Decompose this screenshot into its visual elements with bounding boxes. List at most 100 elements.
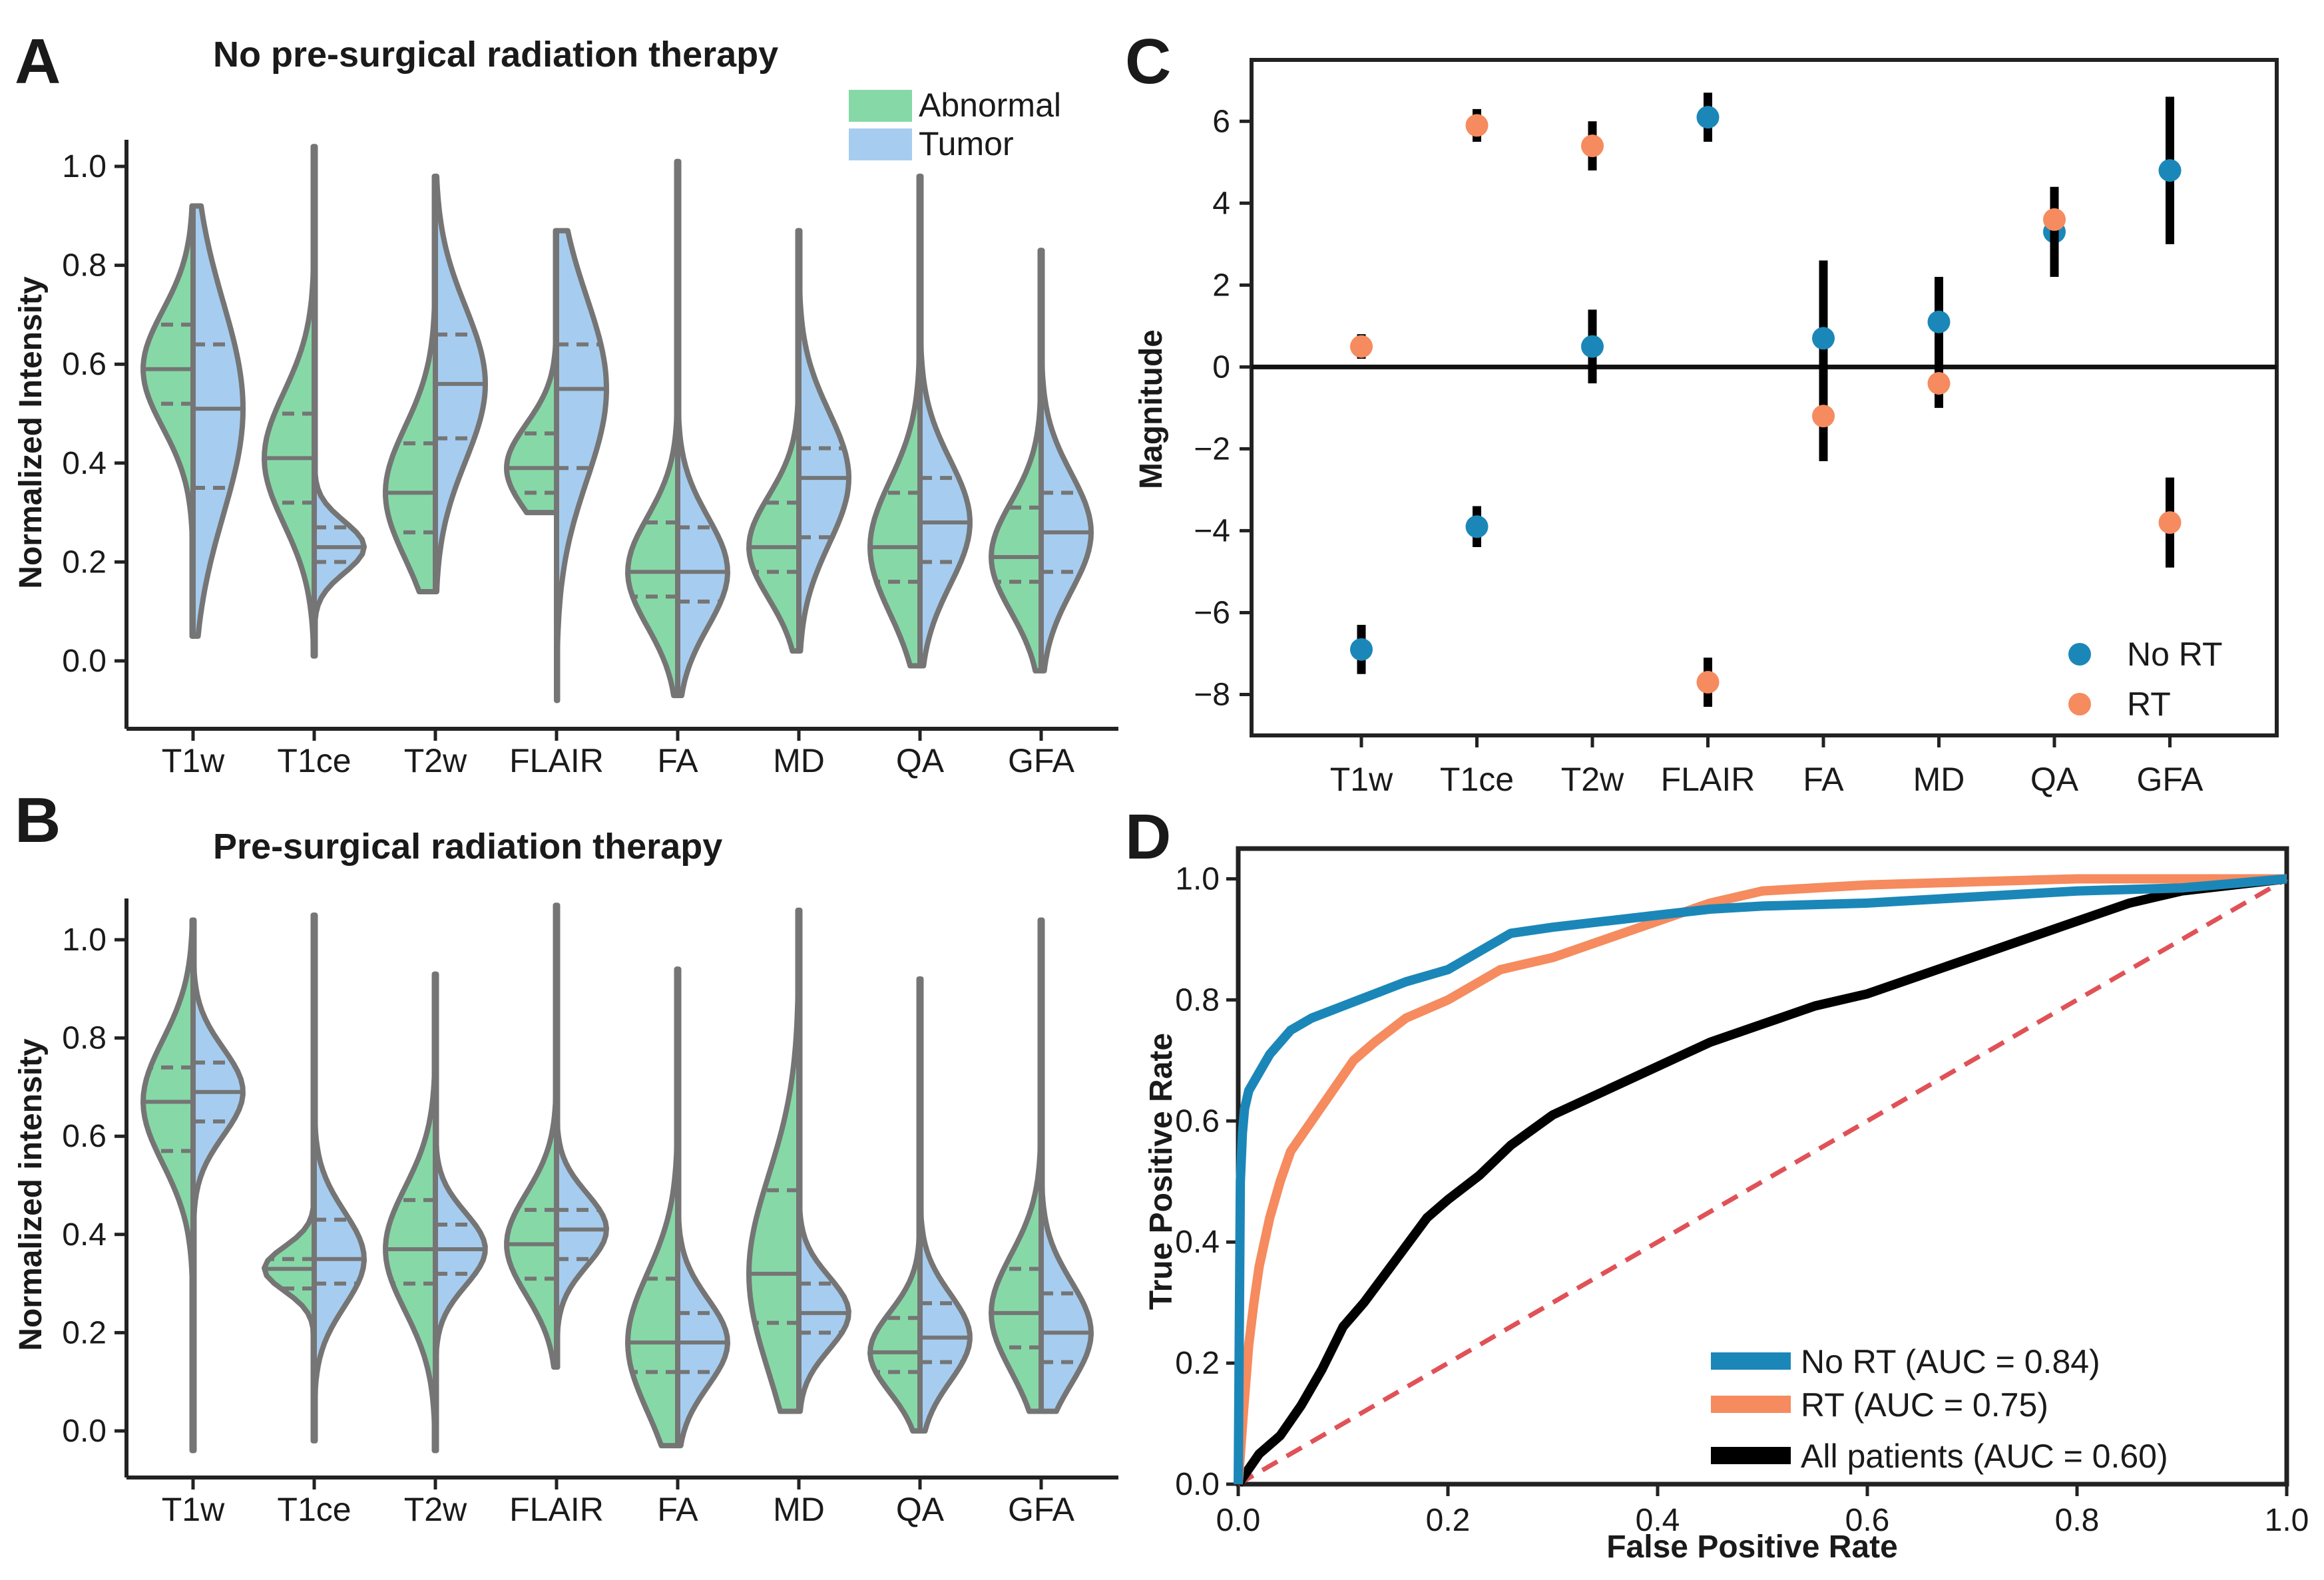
violin-abnormal-fa bbox=[625, 966, 680, 1449]
category-label-gfa: GFA bbox=[1008, 742, 1075, 779]
category-label-qa: QA bbox=[2030, 761, 2079, 798]
panel-b-title: Pre-surgical radiation therapy bbox=[213, 827, 722, 867]
panel-b-violin-chart: Normalized intensity 0.00.20.40.60.81.0 … bbox=[13, 898, 1118, 1528]
panel-a-title: No pre-surgical radiation therapy bbox=[213, 35, 778, 75]
violin-abnormal-t1ce bbox=[262, 144, 317, 659]
point-rt-flair bbox=[1696, 671, 1720, 694]
violin-abnormal-qa bbox=[867, 976, 923, 1434]
y-tick-label: 0.4 bbox=[1175, 1225, 1220, 1260]
violin-tumor-t1w bbox=[190, 917, 246, 1454]
y-tick-label: 1.0 bbox=[1175, 861, 1220, 896]
category-label-t2w: T2w bbox=[1561, 761, 1624, 798]
category-label-t1w: T1w bbox=[162, 742, 225, 779]
legend-no-rt-marker bbox=[2068, 643, 2091, 666]
panel-c-ylabel: Magnitude bbox=[1134, 329, 1169, 489]
y-tick-label: 0.2 bbox=[1175, 1346, 1220, 1381]
violin-abnormal-t1w bbox=[140, 203, 196, 639]
violin-abnormal-md bbox=[746, 228, 802, 654]
y-tick-label: 0.6 bbox=[62, 347, 107, 382]
violin-abnormal-t2w bbox=[383, 971, 438, 1454]
y-tick-label: 4 bbox=[1212, 186, 1230, 221]
panel-b-letter: B bbox=[15, 785, 61, 856]
y-tick-label: 0.4 bbox=[62, 1217, 107, 1253]
panel-d-roc-chart: True Positive Rate False Positive Rate 0… bbox=[1144, 846, 2309, 1565]
point-no-rt-gfa bbox=[2158, 159, 2182, 182]
category-label-qa: QA bbox=[896, 742, 945, 779]
legend-no-rt-auc: No RT (AUC = 0.84) bbox=[1801, 1343, 2100, 1380]
y-tick-label: 2 bbox=[1212, 268, 1230, 303]
y-tick-label: 0.4 bbox=[62, 446, 107, 481]
category-label-qa: QA bbox=[896, 1491, 945, 1528]
y-tick-label: 6 bbox=[1212, 104, 1230, 139]
panel-d-frame bbox=[1236, 846, 2289, 1487]
panel-c-frame bbox=[1250, 58, 2279, 737]
violin-abnormal-fa bbox=[625, 158, 680, 699]
panel-a-ylabel: Normalized Intensity bbox=[13, 276, 49, 589]
violin-tumor-t1ce bbox=[312, 144, 367, 659]
violin-abnormal-flair bbox=[504, 228, 559, 516]
legend-no-rt-label: No RT bbox=[2127, 636, 2223, 673]
y-tick-label: −2 bbox=[1194, 431, 1230, 467]
category-label-flair: FLAIR bbox=[509, 1491, 604, 1528]
x-tick-label: 0.2 bbox=[1426, 1503, 1471, 1538]
violin-tumor-fa bbox=[675, 158, 730, 699]
violin-abnormal-t1w bbox=[140, 917, 196, 1454]
y-tick-label: −8 bbox=[1194, 677, 1230, 712]
point-no-rt-t1ce bbox=[1465, 515, 1489, 538]
y-tick-label: 0.6 bbox=[1175, 1103, 1220, 1139]
y-tick-label: −6 bbox=[1194, 595, 1230, 630]
y-tick-label: 0.8 bbox=[1175, 982, 1220, 1018]
roc-all-patients bbox=[1234, 874, 2287, 1487]
point-rt-fa bbox=[1812, 405, 1835, 428]
category-label-fa: FA bbox=[1803, 761, 1844, 798]
legend-rt-marker bbox=[2068, 693, 2091, 715]
point-rt-t2w bbox=[1581, 134, 1604, 158]
legend-abnormal-label: Abnormal bbox=[919, 87, 1061, 124]
legend-tumor-label: Tumor bbox=[919, 125, 1014, 162]
point-rt-t1ce bbox=[1465, 114, 1489, 137]
point-rt-t1w bbox=[1350, 335, 1373, 358]
legend-rt-label: RT bbox=[2127, 686, 2171, 723]
category-label-md: MD bbox=[1913, 761, 1965, 798]
violin-tumor-gfa bbox=[1039, 917, 1094, 1414]
category-label-t1w: T1w bbox=[162, 1491, 225, 1528]
legend-rt-auc: RT (AUC = 0.75) bbox=[1801, 1386, 2048, 1424]
violin-tumor-qa bbox=[917, 976, 973, 1434]
panel-d-xlabel: False Positive Rate bbox=[1606, 1529, 1898, 1565]
violin-abnormal-gfa bbox=[989, 248, 1044, 674]
category-label-gfa: GFA bbox=[2136, 761, 2204, 798]
y-tick-label: 0 bbox=[1212, 349, 1230, 385]
category-label-t1ce: T1ce bbox=[277, 1491, 351, 1528]
x-tick-label: 1.0 bbox=[2265, 1503, 2309, 1538]
violin-abnormal-md bbox=[746, 907, 802, 1414]
point-rt-qa bbox=[2043, 208, 2066, 231]
x-tick-label: 0.0 bbox=[1216, 1503, 1261, 1538]
y-tick-label: 0.8 bbox=[62, 248, 107, 284]
category-label-flair: FLAIR bbox=[1661, 761, 1755, 798]
violin-abnormal-gfa bbox=[989, 917, 1044, 1414]
category-label-md: MD bbox=[773, 742, 825, 779]
point-no-rt-flair bbox=[1696, 106, 1720, 129]
x-tick-label: 0.4 bbox=[1636, 1503, 1680, 1538]
x-tick-label: 0.8 bbox=[2055, 1503, 2100, 1538]
point-no-rt-t1w bbox=[1350, 638, 1373, 661]
violin-tumor-flair bbox=[554, 228, 609, 703]
panel-c-letter: C bbox=[1125, 26, 1171, 97]
point-rt-md bbox=[1927, 371, 1951, 395]
y-tick-label: 0.0 bbox=[62, 1414, 107, 1449]
violin-tumor-t1ce bbox=[312, 912, 367, 1444]
y-tick-label: 0.0 bbox=[62, 644, 107, 679]
y-tick-label: 1.0 bbox=[62, 922, 107, 958]
violin-abnormal-flair bbox=[504, 902, 559, 1370]
y-tick-label: −4 bbox=[1194, 513, 1230, 548]
point-no-rt-fa bbox=[1812, 327, 1835, 350]
legend-abnormal-swatch bbox=[849, 90, 912, 122]
y-tick-label: 1.0 bbox=[62, 149, 107, 184]
category-label-gfa: GFA bbox=[1008, 1491, 1075, 1528]
category-label-fa: FA bbox=[657, 742, 698, 779]
category-label-t1ce: T1ce bbox=[1440, 761, 1514, 798]
panel-a-letter: A bbox=[15, 26, 61, 97]
violin-tumor-gfa bbox=[1039, 248, 1094, 674]
violin-tumor-fa bbox=[675, 966, 730, 1449]
